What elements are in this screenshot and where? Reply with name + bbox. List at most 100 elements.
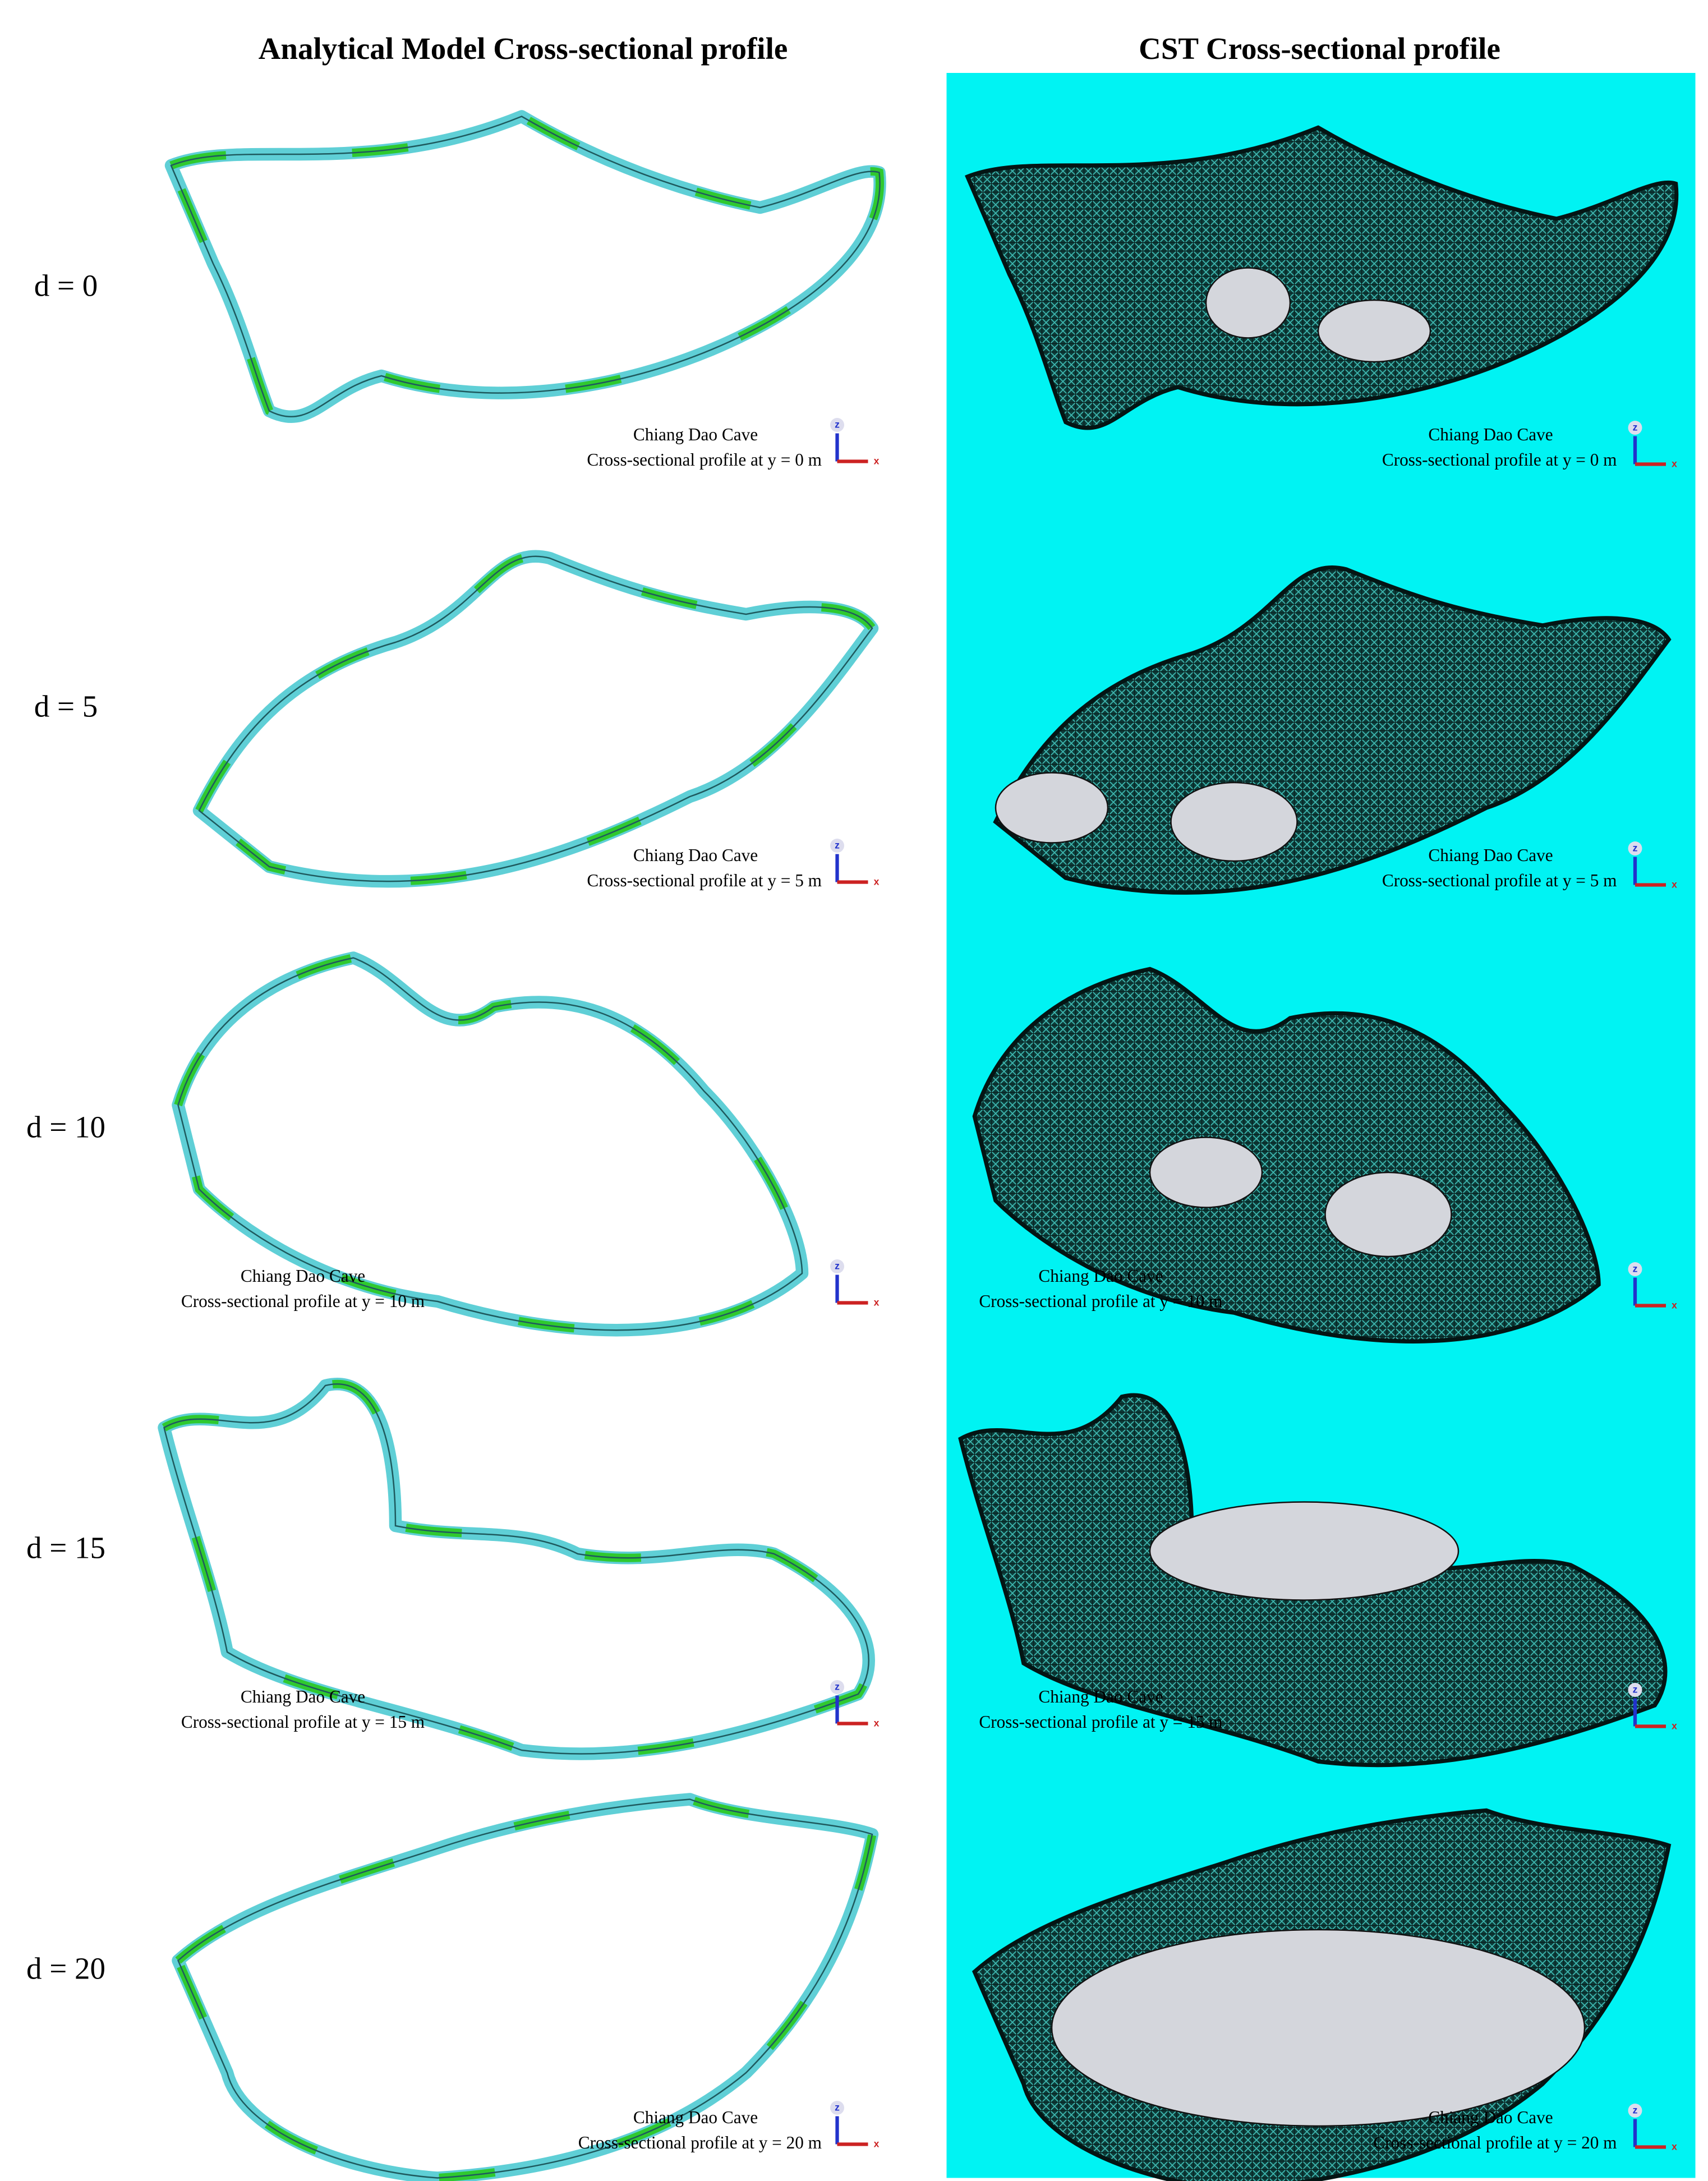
- caption-line: Cross-sectional profile at y = 5 m: [1382, 871, 1617, 890]
- caption-line: Cross-sectional profile at y = 10 m: [979, 1291, 1222, 1311]
- axis-label: z: [835, 840, 840, 851]
- caption-line: Chiang Dao Cave: [1428, 2108, 1553, 2127]
- axis-label: x: [1672, 1300, 1677, 1311]
- axis-label: z: [835, 419, 840, 430]
- cave-wall: [192, 550, 879, 888]
- axis-label: x: [874, 1718, 880, 1729]
- caption-line: Cross-sectional profile at y = 20 m: [578, 2133, 822, 2152]
- cst-profile: [972, 1808, 1672, 2181]
- axis-triad: zx: [830, 1259, 880, 1308]
- axis-label: z: [1633, 422, 1638, 433]
- cave-wall: [164, 110, 886, 423]
- axis-label: z: [835, 2102, 840, 2113]
- axis-dot: [1628, 1683, 1642, 1697]
- cave-wall-edge: [198, 555, 873, 882]
- axis-triad: zx: [1628, 1683, 1677, 1732]
- axis-label: x: [1672, 458, 1677, 470]
- analytical-profile: [172, 1793, 879, 2181]
- row-label: d = 20: [26, 1952, 105, 1986]
- cave-mesh: [993, 565, 1672, 895]
- axis-triad: zx: [1628, 2104, 1677, 2152]
- cave-void: [1170, 781, 1298, 862]
- axis-dot: [1628, 841, 1642, 855]
- axis-triad: zx: [830, 2101, 880, 2150]
- cave-void: [1317, 299, 1431, 363]
- row-label: d = 15: [26, 1531, 105, 1565]
- cave-void: [1051, 1929, 1586, 2127]
- axis-dot: [1628, 1262, 1642, 1276]
- cave-wall-green: [173, 1795, 877, 2181]
- axis-dot: [1628, 421, 1642, 435]
- axis-triad: zx: [1628, 841, 1677, 890]
- caption-line: Chiang Dao Cave: [241, 1687, 365, 1706]
- axis-label: x: [874, 876, 880, 887]
- caption-line: Chiang Dao Cave: [1428, 425, 1553, 444]
- cave-void: [1205, 267, 1291, 339]
- analytical-profile: [164, 110, 886, 423]
- caption-line: Chiang Dao Cave: [1038, 1266, 1163, 1286]
- cave-wall-green: [165, 112, 885, 421]
- analytical-profile: [172, 951, 809, 1337]
- cave-void: [1149, 1501, 1460, 1601]
- caption-line: Cross-sectional profile at y = 0 m: [1382, 450, 1617, 470]
- axis-label: z: [1633, 2105, 1638, 2116]
- axis-dot: [1628, 2104, 1642, 2118]
- axis-triad: zx: [830, 839, 880, 887]
- cst-profile: [993, 565, 1672, 895]
- cave-wall-edge: [177, 957, 803, 1331]
- axis-triad: zx: [1628, 421, 1677, 470]
- axis-label: z: [1633, 1684, 1638, 1695]
- cst-profile: [958, 1393, 1668, 1768]
- axis-label: x: [874, 455, 880, 467]
- axis-label: x: [1672, 2141, 1677, 2152]
- caption-line: Cross-sectional profile at y = 5 m: [587, 871, 822, 890]
- axis-triad: zx: [1628, 1262, 1677, 1311]
- axis-dot: [830, 839, 844, 853]
- cave-void: [1149, 1136, 1263, 1208]
- axis-dot: [830, 2101, 844, 2115]
- caption-line: Chiang Dao Cave: [1038, 1687, 1163, 1706]
- cave-void: [995, 772, 1109, 844]
- axis-dot: [830, 1680, 844, 1694]
- axis-label: x: [1672, 879, 1677, 890]
- cave-mesh: [965, 125, 1679, 430]
- row-label: d = 5: [34, 689, 98, 724]
- caption-line: Cross-sectional profile at y = 10 m: [181, 1291, 425, 1311]
- axis-dot: [830, 418, 844, 432]
- axis-label: x: [874, 1297, 880, 1308]
- analytical-profile: [192, 550, 879, 888]
- caption-line: Chiang Dao Cave: [1428, 845, 1553, 865]
- cave-wall-edge: [163, 1383, 869, 1755]
- cave-mesh: [972, 967, 1601, 1343]
- caption-line: Chiang Dao Cave: [633, 425, 758, 444]
- cst-profile: [972, 967, 1601, 1343]
- row-label: d = 0: [34, 269, 98, 303]
- cave-wall-edge: [177, 1798, 873, 2179]
- caption-line: Chiang Dao Cave: [633, 2108, 758, 2127]
- axis-label: z: [835, 1681, 840, 1692]
- row-label: d = 10: [26, 1110, 105, 1144]
- cave-void: [1324, 1171, 1452, 1258]
- caption-line: Cross-sectional profile at y = 0 m: [587, 450, 822, 470]
- caption-line: Cross-sectional profile at y = 15 m: [181, 1712, 425, 1732]
- axis-label: z: [835, 1260, 840, 1272]
- caption-line: Chiang Dao Cave: [633, 845, 758, 865]
- column-header: CST Cross-sectional profile: [1139, 31, 1500, 66]
- caption-line: Cross-sectional profile at y = 20 m: [1373, 2133, 1617, 2152]
- axis-label: x: [874, 2138, 880, 2150]
- axis-triad: zx: [830, 418, 880, 467]
- axis-label: z: [1633, 843, 1638, 854]
- cave-wall-edge: [170, 116, 881, 417]
- cave-wall: [172, 1793, 879, 2181]
- analytical-profile: [158, 1378, 875, 1760]
- axis-dot: [830, 1259, 844, 1273]
- column-header: Analytical Model Cross-sectional profile: [259, 31, 788, 66]
- axis-label: z: [1633, 1263, 1638, 1274]
- caption-line: Chiang Dao Cave: [241, 1266, 365, 1286]
- axis-triad: zx: [830, 1680, 880, 1729]
- caption-line: Cross-sectional profile at y = 15 m: [979, 1712, 1222, 1732]
- cst-profile: [965, 125, 1679, 430]
- axis-label: x: [1672, 1720, 1677, 1732]
